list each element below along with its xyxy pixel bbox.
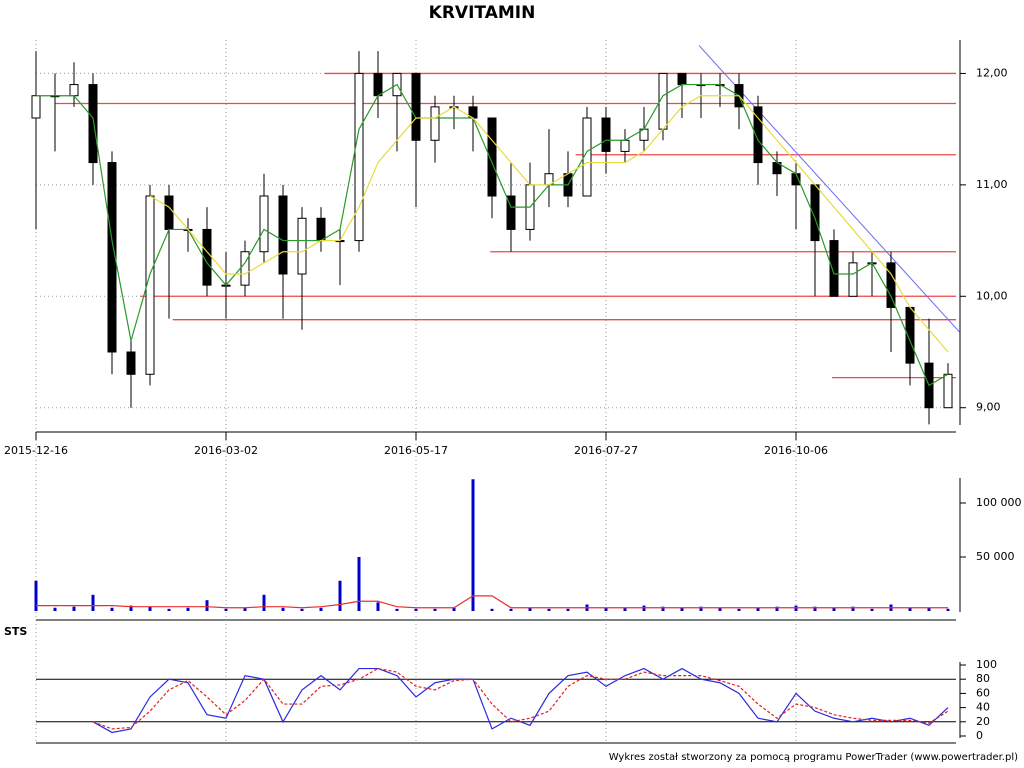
bar: [262, 594, 266, 611]
bar: [72, 606, 76, 611]
candle-body: [620, 139, 630, 152]
footer: Wykres został stworzony za pomocą progra…: [609, 752, 1018, 763]
candle-body: [943, 373, 953, 409]
bar: [566, 608, 570, 611]
bar: [737, 608, 741, 611]
candle-body: [354, 72, 364, 242]
bar: [718, 607, 722, 611]
bar: [490, 608, 494, 611]
bar: [34, 580, 38, 611]
bar: [186, 607, 190, 611]
bar: [433, 608, 437, 611]
y-tick-label: 12,00: [976, 66, 1008, 79]
bar: [528, 607, 532, 611]
candle-body: [316, 217, 326, 242]
bar: [53, 607, 57, 611]
chart-title: KRVITAMIN: [429, 3, 536, 23]
x-tick-label: 2016-07-27: [574, 444, 638, 457]
candle-body: [829, 240, 839, 297]
bar: [281, 607, 285, 611]
candle-body: [373, 72, 383, 97]
x-tick-label: 2015-12-16: [4, 444, 68, 457]
bar: [775, 606, 779, 611]
x-tick-label: 2016-03-02: [194, 444, 258, 457]
panel-title: STS: [4, 625, 27, 638]
candle-body: [164, 195, 174, 230]
bar: [680, 607, 684, 611]
bar: [756, 607, 760, 611]
line: [36, 595, 948, 609]
bar: [205, 600, 209, 611]
bar: [452, 607, 456, 611]
bar: [927, 607, 931, 611]
candle-body: [88, 84, 98, 164]
candle-body: [69, 84, 79, 97]
y-tick-label: 60: [976, 686, 990, 699]
candle-body: [848, 262, 858, 297]
candle-body: [411, 72, 421, 141]
bar: [338, 580, 342, 611]
candle-body: [297, 217, 307, 275]
y-tick-label: 11,00: [976, 178, 1008, 191]
x-tick-label: 2016-05-17: [384, 444, 448, 457]
bar: [509, 608, 513, 611]
bar: [699, 606, 703, 611]
bar: [319, 607, 323, 611]
candle-body: [107, 162, 117, 353]
candle-body: [677, 72, 687, 86]
candle-body: [487, 117, 497, 197]
bar: [91, 594, 95, 611]
bar: [129, 605, 133, 611]
bar: [167, 608, 171, 611]
bar: [300, 608, 304, 611]
bar: [946, 608, 950, 611]
candle-body: [126, 351, 136, 375]
bar: [623, 607, 627, 611]
bar: [148, 606, 152, 611]
bar: [395, 608, 399, 611]
bar: [851, 606, 855, 611]
y-tick-label: 0: [976, 729, 983, 742]
candle-body: [278, 195, 288, 275]
y-tick-label: 100: [976, 658, 997, 671]
x-tick-label: 2016-10-06: [764, 444, 828, 457]
line: [92, 667, 949, 730]
y-tick-label: 100 000: [976, 496, 1022, 509]
candle-body: [430, 106, 440, 141]
bar: [908, 607, 912, 611]
bar: [813, 606, 817, 611]
bar: [604, 607, 608, 611]
candle-body: [601, 117, 611, 152]
line: [149, 95, 949, 353]
bar: [357, 557, 361, 611]
bar: [870, 608, 874, 611]
candle-body: [31, 95, 41, 119]
bar: [547, 608, 551, 611]
bar: [224, 608, 228, 611]
y-tick-label: 10,00: [976, 289, 1008, 302]
bar: [376, 602, 380, 611]
candle-body: [753, 106, 763, 164]
bar: [832, 607, 836, 611]
bar: [471, 479, 475, 611]
y-tick-label: 50 000: [976, 550, 1015, 563]
y-tick-label: 20: [976, 715, 990, 728]
bar: [110, 607, 114, 611]
bar: [243, 607, 247, 611]
bar: [661, 606, 665, 611]
candle-body: [259, 195, 269, 253]
candle-body: [886, 262, 896, 308]
y-tick-label: 9,00: [976, 401, 1001, 414]
candle-body: [582, 117, 592, 197]
y-tick-label: 80: [976, 672, 990, 685]
candle-body: [506, 195, 516, 230]
bar: [414, 608, 418, 611]
line: [92, 667, 949, 734]
y-tick-label: 40: [976, 701, 990, 714]
